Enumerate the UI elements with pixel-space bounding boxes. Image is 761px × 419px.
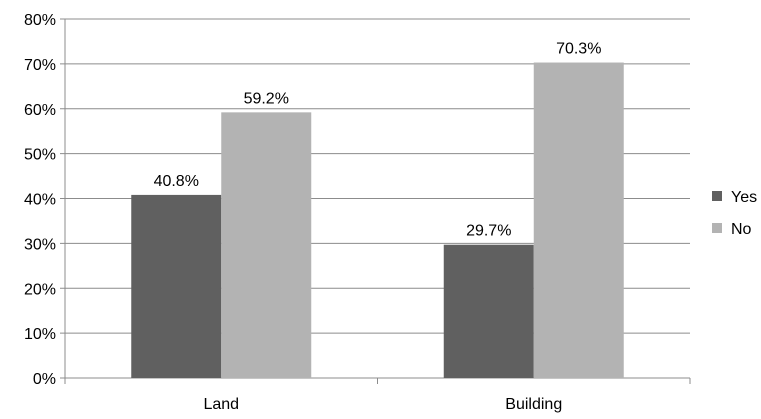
data-labels: 40.8% 59.2% 29.7% 70.3% [154, 41, 602, 240]
y-tick-label: 70% [24, 57, 56, 74]
y-tick-label: 40% [24, 192, 56, 209]
y-tick-label: 20% [24, 281, 56, 298]
x-category-label: Land [203, 396, 239, 413]
y-tick-label: 10% [24, 326, 56, 343]
bar-no-building [533, 62, 624, 379]
axes: 0% 10% 20% 30% 40% 50% 60% 70% 80% Land Building [24, 12, 691, 413]
y-tick-label: 80% [24, 12, 56, 29]
y-tick-label: 30% [24, 236, 56, 253]
bar-yes-land [131, 194, 222, 378]
data-label: 59.2% [244, 90, 289, 107]
data-label: 40.8% [154, 173, 199, 190]
legend-label-no: No [731, 221, 752, 238]
y-tick-label: 0% [33, 371, 56, 388]
data-label: 29.7% [466, 223, 511, 240]
y-tick-label: 50% [24, 147, 56, 164]
bars [131, 62, 624, 379]
x-category-label: Building [505, 396, 562, 413]
y-tick-label: 60% [24, 102, 56, 119]
legend-label-yes: Yes [731, 189, 757, 206]
bar-no-land [221, 112, 312, 378]
legend: Yes No [712, 189, 757, 238]
bar-yes-building [443, 244, 534, 378]
data-label: 70.3% [556, 41, 601, 58]
legend-swatch-yes [712, 191, 722, 201]
legend-swatch-no [712, 223, 722, 233]
